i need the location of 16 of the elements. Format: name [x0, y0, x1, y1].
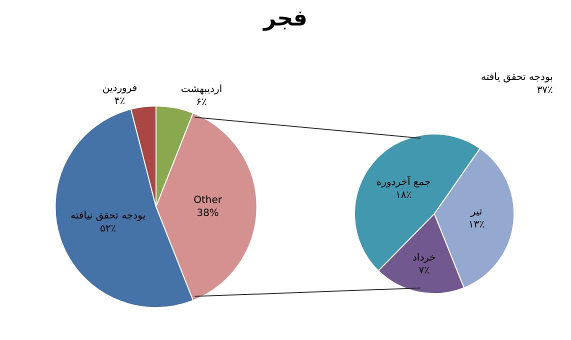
data-label: ۴٪ [114, 96, 126, 107]
slice-label: تیر [470, 206, 482, 218]
slice-label: فروردین [102, 82, 138, 94]
data-label: ۷٪ [418, 265, 430, 276]
data-label: ۵۲٪ [100, 223, 116, 234]
slice-label: Other [194, 194, 223, 206]
data-label: ۱۳٪ [468, 220, 485, 231]
text: بودجه تحقق یافته ۳۷٪ [481, 72, 553, 96]
slice-label: جمع آخردوره [376, 175, 431, 188]
chart-title: فجر [262, 6, 308, 32]
slice-label: خرداد [412, 252, 436, 264]
slice-label: بودجه تحقق نیافته [70, 210, 146, 222]
slice-label: اردیبهشت [180, 84, 222, 96]
data-label: ۶٪ [196, 97, 207, 108]
data-label: ۱۸٪ [395, 190, 412, 202]
data-label: 38% [196, 208, 219, 219]
